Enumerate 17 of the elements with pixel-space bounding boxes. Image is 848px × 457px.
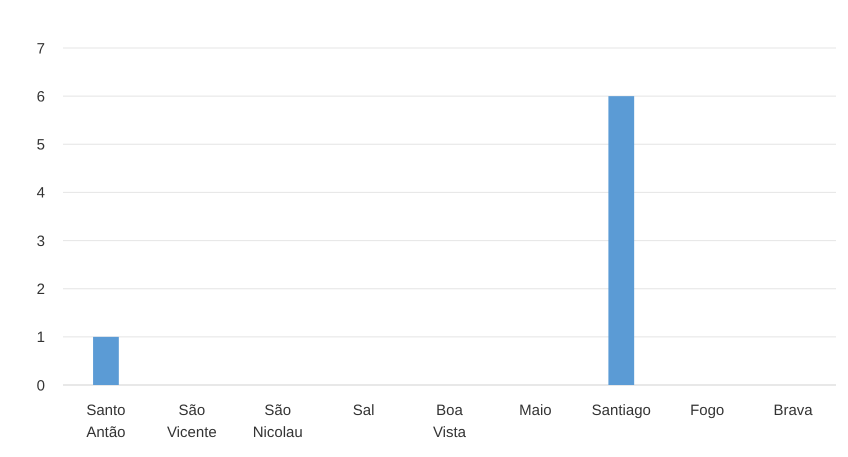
y-tick-label: 6 <box>36 88 45 106</box>
x-tick-label: Santo Antão <box>86 402 126 441</box>
x-tick-label: São Vicente <box>166 402 217 441</box>
y-tick-label: 0 <box>36 377 45 394</box>
y-tick-label: 2 <box>36 280 45 298</box>
x-tick-label: São Nicolau <box>252 402 303 441</box>
y-tick-label: 3 <box>36 232 45 250</box>
y-tick-label: 4 <box>36 184 45 202</box>
y-tick-label: 7 <box>36 40 45 58</box>
x-tick-label: Fogo <box>690 402 724 419</box>
x-tick-label: Maio <box>519 402 552 419</box>
y-tick-label: 5 <box>36 136 45 154</box>
x-tick-label: Brava <box>773 402 814 419</box>
x-tick-label: Boa Vista <box>432 402 467 441</box>
y-tick-label: 1 <box>36 329 45 346</box>
x-tick-label: Santiago <box>592 402 651 419</box>
x-tick-label: Sal <box>352 402 374 419</box>
